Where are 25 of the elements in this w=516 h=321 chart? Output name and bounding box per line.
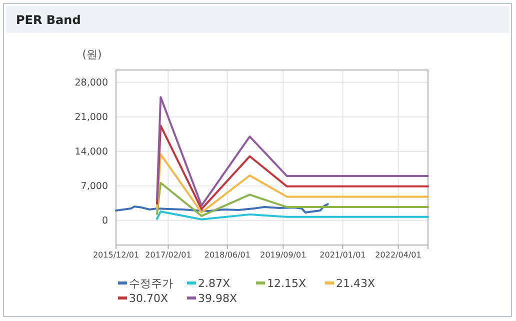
line-series bbox=[156, 124, 429, 210]
line-series bbox=[156, 210, 429, 220]
x-tick-label: 2019/09/01 bbox=[260, 250, 306, 260]
legend-label: 30.70X bbox=[129, 292, 168, 305]
y-tick-label: 14,000 bbox=[74, 146, 108, 158]
x-tick-label: 2022/04/01 bbox=[375, 250, 422, 260]
line-series bbox=[156, 96, 429, 207]
x-tick-label: 2015/12/01 bbox=[92, 250, 140, 260]
legend-label: 수정주가 bbox=[129, 277, 173, 290]
y-axis-title: (원) bbox=[82, 48, 102, 61]
legend-label: 39.98X bbox=[198, 292, 238, 305]
x-tick-label: 2017/02/01 bbox=[145, 250, 192, 260]
y-tick-label: 7,000 bbox=[80, 180, 108, 192]
y-tick-label: 28,000 bbox=[74, 77, 108, 88]
x-tick-label: 2018/06/01 bbox=[204, 250, 250, 260]
legend-label: 21.43X bbox=[336, 277, 376, 290]
y-tick-label: 0 bbox=[102, 215, 108, 226]
line-series bbox=[156, 182, 429, 217]
line-series bbox=[156, 153, 429, 214]
chart-title: PER Band bbox=[16, 13, 81, 27]
legend-label: 2.87X bbox=[198, 277, 230, 290]
line-series bbox=[115, 203, 329, 214]
legend-label: 12.15X bbox=[267, 277, 306, 290]
y-tick-label: 21,000 bbox=[74, 112, 108, 123]
x-tick-label: 2021/01/01 bbox=[320, 250, 366, 260]
